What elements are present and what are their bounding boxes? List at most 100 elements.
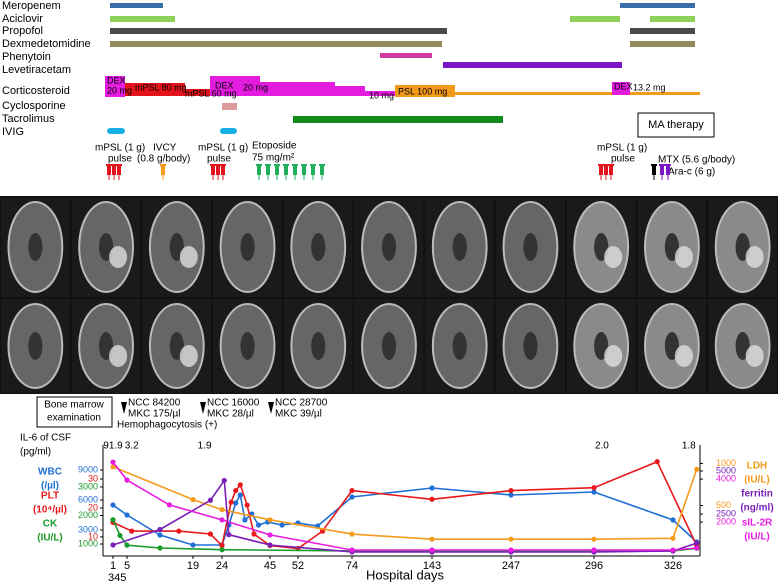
- il6-unit: (pg/ml): [20, 447, 51, 458]
- syringe-icon: [301, 164, 307, 180]
- data-point: [237, 492, 243, 498]
- data-point: [157, 526, 163, 533]
- syringe-body: [112, 166, 116, 175]
- annotation: pulse: [108, 154, 132, 165]
- y-tick-label: 3000: [78, 481, 98, 491]
- syringe-body: [293, 166, 297, 175]
- syringe-body: [652, 166, 656, 175]
- bar: [125, 83, 185, 96]
- data-point: [157, 532, 163, 538]
- data-point: [429, 547, 435, 553]
- syringe-plunger: [319, 164, 325, 166]
- data-point: [591, 485, 597, 491]
- syringe-plunger: [301, 164, 307, 166]
- mri-lesion: [109, 345, 128, 367]
- bar: [185, 89, 210, 96]
- syringe-icon: [665, 164, 671, 180]
- y-tick-label: 2500: [716, 508, 736, 518]
- data-point: [654, 459, 660, 465]
- syringe-body: [311, 166, 315, 175]
- mri-lesion: [674, 345, 693, 367]
- data-point: [349, 494, 355, 500]
- data-point: [349, 547, 355, 553]
- bar: [620, 3, 695, 8]
- data-point: [190, 542, 196, 548]
- mri-ventricle: [240, 233, 255, 261]
- series-unit: (/µl): [41, 481, 59, 492]
- bar: [105, 76, 125, 97]
- series-line: [112, 519, 697, 552]
- data-point: [124, 512, 130, 518]
- il6-value: 91.9: [103, 441, 123, 452]
- data-point: [233, 500, 239, 506]
- syringe-plunger: [111, 164, 117, 166]
- data-point: [267, 542, 273, 548]
- syringe-icon: [292, 164, 298, 180]
- data-point: [508, 487, 514, 494]
- syringe-plunger: [160, 164, 166, 166]
- syringe-body: [284, 166, 288, 175]
- syringe-icon: [256, 164, 262, 180]
- syringe-plunger: [116, 164, 122, 166]
- syringe-icon: [160, 164, 166, 180]
- arrow: [200, 402, 206, 414]
- data-point: [349, 487, 355, 494]
- mri-lesion: [604, 246, 623, 268]
- mri-lesion: [745, 246, 764, 268]
- annotation: mPSL (1 g): [597, 143, 647, 154]
- syringe-body: [609, 166, 613, 175]
- syringe-body: [599, 166, 603, 175]
- syringe-body: [266, 166, 270, 175]
- syringe-icon: [265, 164, 271, 180]
- x-tick-label: 345: [108, 572, 126, 583]
- y-tick-label: 3000: [78, 524, 98, 534]
- drug-name: IVIG: [2, 126, 24, 138]
- bone-marrow-title: Bone marrow: [44, 400, 104, 411]
- mri-ventricle: [311, 233, 326, 261]
- result: NCC 28700: [275, 398, 328, 409]
- result: Hemophagocytosis (+): [117, 420, 217, 431]
- bar: [612, 82, 630, 95]
- x-tick-label: 143: [423, 560, 441, 572]
- syringe-plunger: [310, 164, 316, 166]
- data-point: [237, 482, 243, 488]
- dose-label: mPSL 80 mg: [135, 82, 187, 92]
- y-tick-label: 9000: [78, 464, 98, 474]
- data-point: [110, 517, 116, 523]
- y-tick-label: 10: [88, 531, 98, 541]
- dose-label: mPSL 60 mg: [185, 88, 237, 98]
- result: NCC 84200: [128, 398, 181, 409]
- il6-title: IL-6 of CSF: [20, 433, 71, 444]
- data-point: [226, 532, 232, 538]
- bar: [630, 28, 695, 34]
- syringe-icons: [106, 164, 671, 180]
- syringe-plunger: [608, 164, 614, 166]
- series-line: [112, 478, 697, 553]
- syringe-plunger: [665, 164, 671, 166]
- series-name: ferritin: [741, 489, 773, 500]
- x-tick-label: 1: [110, 560, 116, 572]
- syringe-body: [660, 166, 664, 175]
- series-name: PLT: [41, 491, 59, 502]
- x-tick-label: 45: [264, 560, 276, 572]
- data-point: [219, 507, 225, 513]
- data-point: [670, 535, 676, 541]
- syringe-icon: [116, 164, 122, 180]
- annotation: Etoposide: [252, 141, 297, 152]
- data-point: [279, 522, 285, 528]
- y-tick-label: 4000: [716, 473, 736, 483]
- data-point: [591, 489, 597, 495]
- mri-lesion: [179, 345, 198, 367]
- il6-value: 1.9: [198, 441, 212, 452]
- lab-chart: 1 5 19 24 45 52 74 143 247 296 326 91.9 3.2 1.9 2.0 1.8…: [33, 441, 774, 572]
- mri-lesion: [179, 246, 198, 268]
- data-point: [267, 532, 273, 538]
- syringe-plunger: [598, 164, 604, 166]
- bar: [650, 16, 695, 22]
- annotation: 75 mg/m²: [252, 153, 295, 164]
- y-tick-label: 2000: [716, 516, 736, 526]
- dose-label: 10 mg: [369, 90, 394, 100]
- dose-label: 20 mg: [107, 85, 132, 95]
- data-point: [207, 497, 213, 503]
